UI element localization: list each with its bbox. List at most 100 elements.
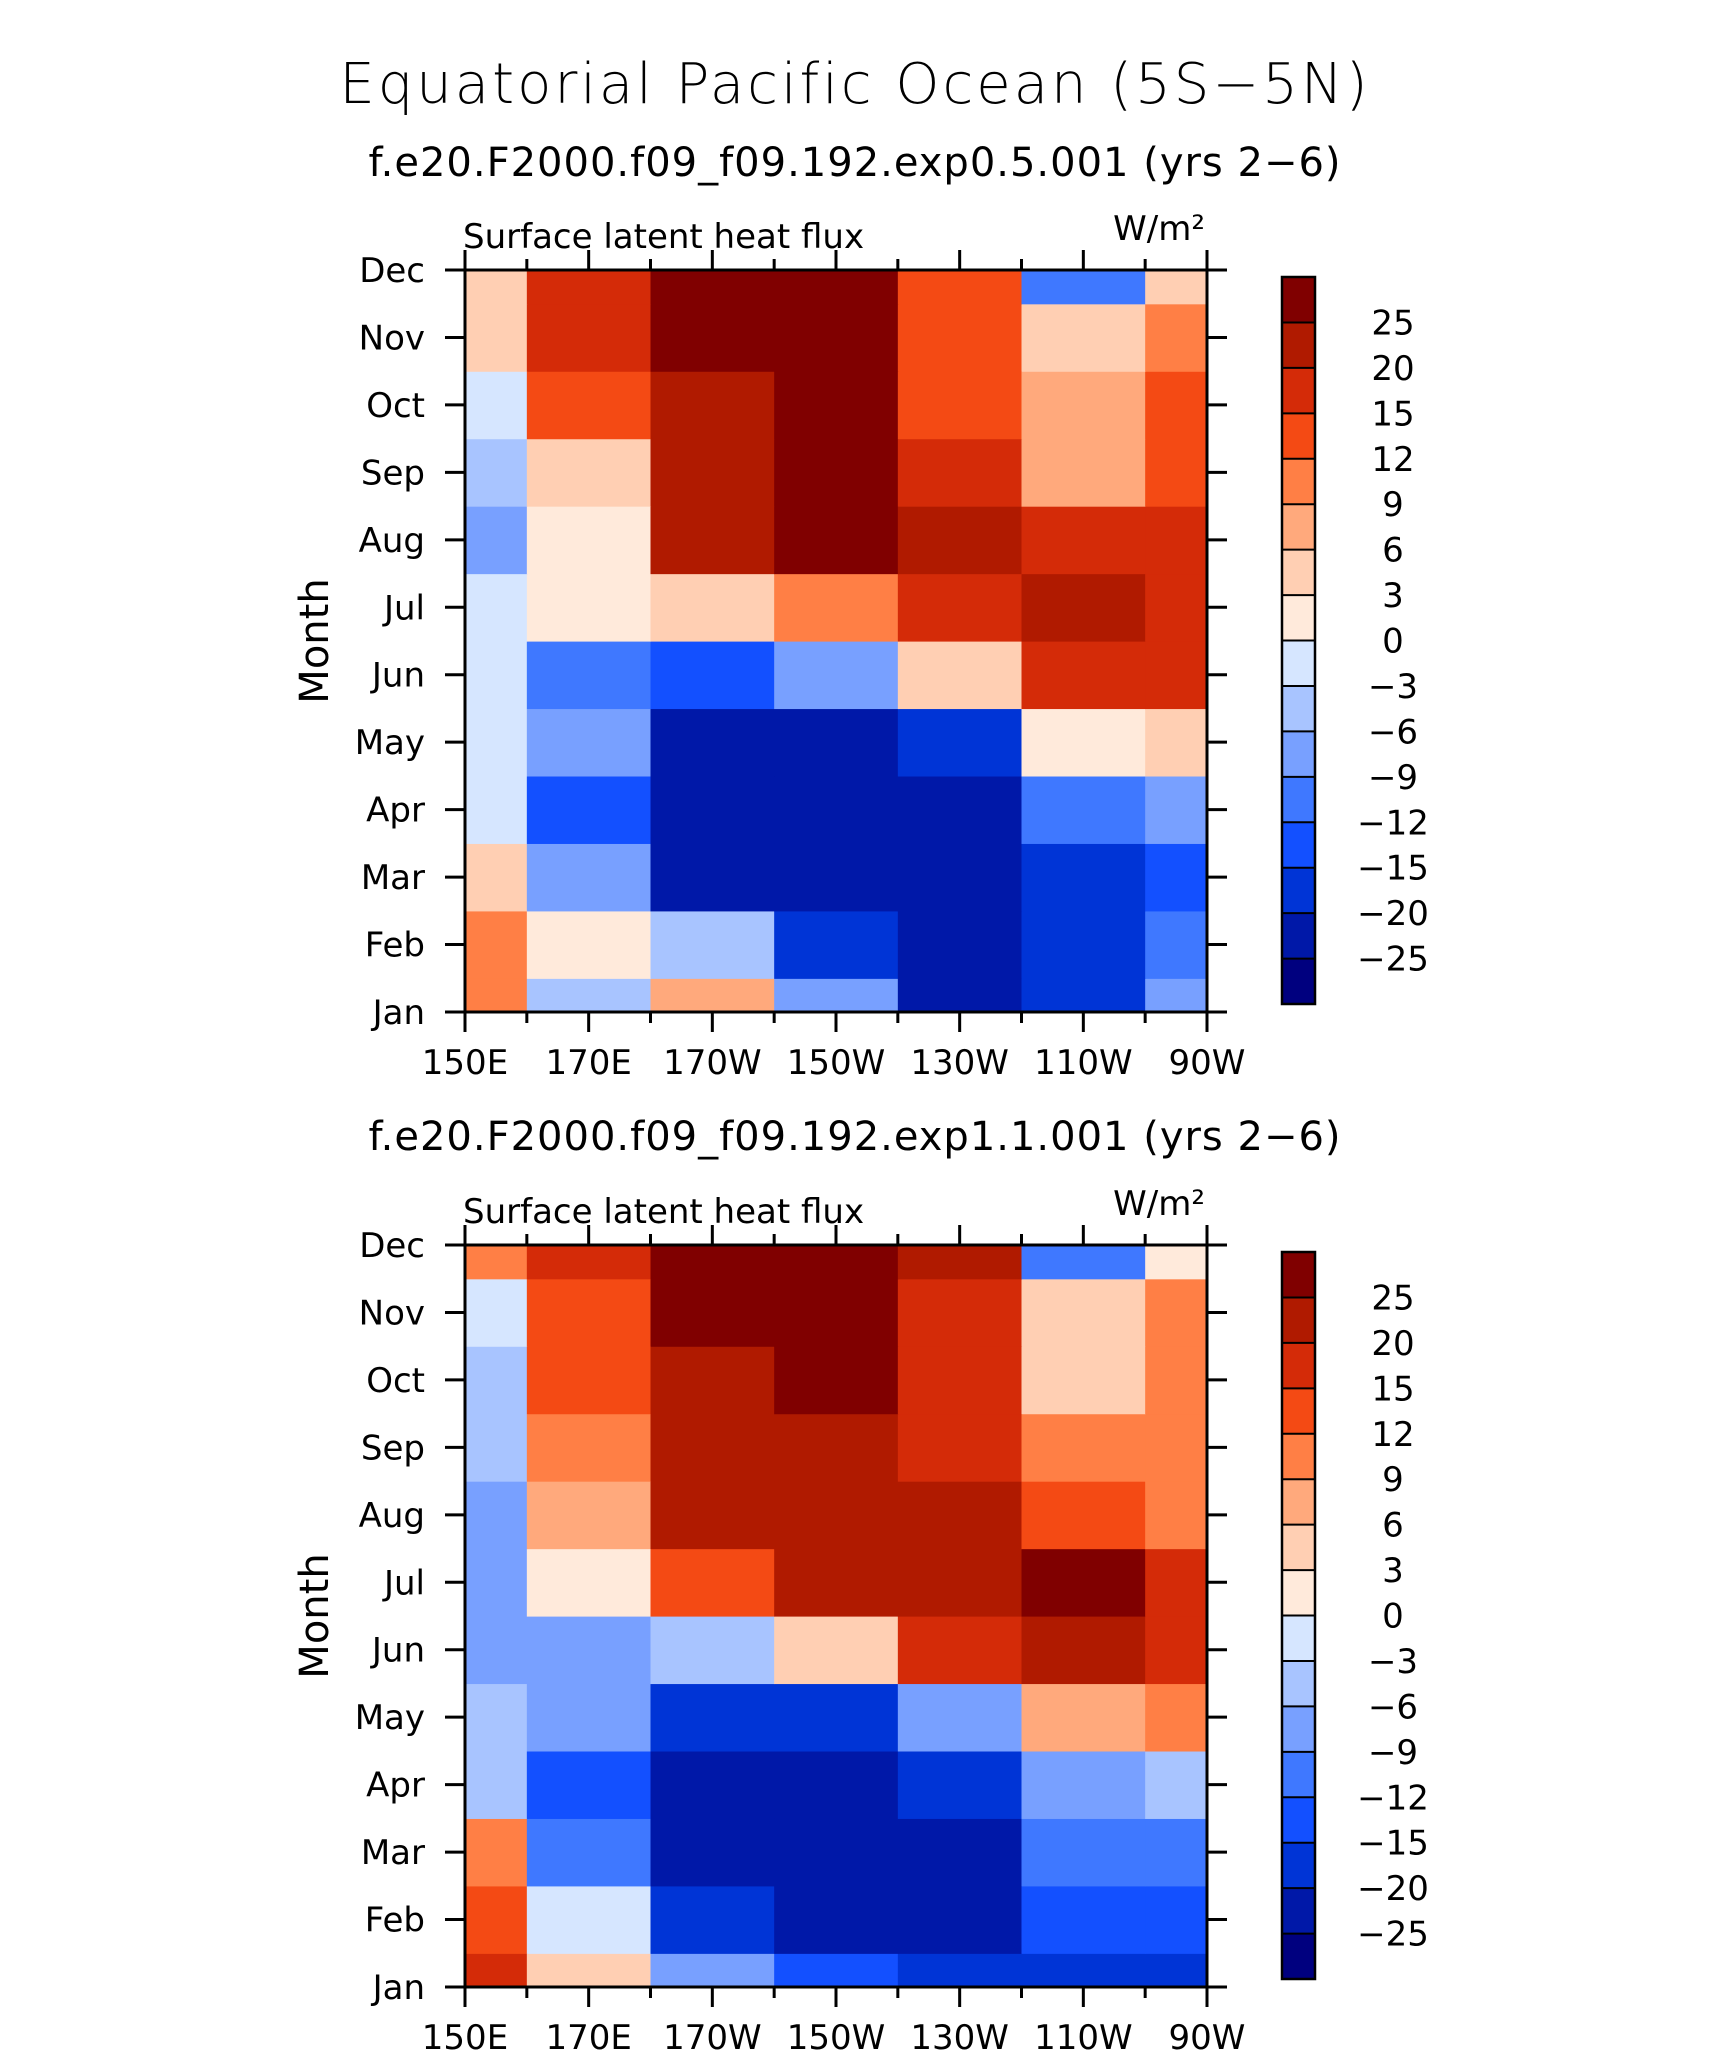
heatmap-cell	[774, 1548, 899, 1617]
heatmap-cell	[897, 641, 1023, 710]
x-tick-label: 130W	[910, 1043, 1009, 1083]
x-tick-label: 90W	[1169, 1043, 1246, 1083]
heatmap-cell	[465, 1953, 528, 1987]
heatmap-cell	[774, 1346, 899, 1415]
heatmap-cell	[1021, 371, 1146, 440]
heatmap-cell	[1021, 1413, 1146, 1482]
panel-1: 150E 170E 170W 150W 130W 110W 90W Jan Feb Mar Apr M…	[292, 209, 1429, 1083]
heatmap-cell	[897, 1750, 1023, 1819]
colorbar-label: 6	[1382, 1506, 1404, 1546]
heatmap-cell	[774, 1818, 899, 1887]
colorbar-label: 15	[1371, 394, 1414, 434]
heatmap-cell	[526, 270, 652, 305]
colorbar-box	[1282, 776, 1315, 823]
heatmap-cell	[526, 910, 652, 979]
heatmap-cell	[897, 843, 1023, 912]
heatmap-cell	[774, 708, 899, 777]
heatmap-cell	[465, 1683, 528, 1752]
colorbar-box	[1282, 277, 1315, 323]
colorbar-box	[1282, 958, 1315, 1005]
heatmap-cell	[650, 708, 775, 777]
heatmap-cell	[1021, 506, 1146, 575]
y-tick-label: Jun	[370, 656, 425, 696]
heatmap-cell	[650, 270, 775, 305]
heatmap-cell	[1145, 843, 1207, 912]
heatmap-cell	[650, 438, 775, 507]
colorbar-box	[1282, 1524, 1315, 1571]
variable-label: Surface latent heat flux	[463, 1192, 864, 1232]
heatmap-cell	[1021, 1953, 1146, 1987]
heatmap-cell	[465, 438, 528, 507]
y-tick-label: Jan	[371, 993, 425, 1033]
x-tick-label: 150W	[787, 2018, 886, 2058]
heatmap-cell	[1145, 1346, 1207, 1415]
heatmap-cell	[650, 1481, 775, 1550]
heatmap-cell	[1021, 775, 1146, 844]
heatmap-cell	[1021, 1245, 1146, 1280]
colorbar-box	[1282, 1933, 1315, 1980]
colorbar-label: −20	[1357, 1869, 1429, 1909]
heatmap-cell	[465, 573, 528, 642]
colorbar-box	[1282, 1342, 1315, 1389]
colorbar-box	[1282, 1388, 1315, 1435]
colorbar-box	[1282, 1433, 1315, 1480]
colorbar-label: −3	[1368, 667, 1418, 707]
colorbar: −25 −20 −15 −12 −9 −6 −3 0 3 6 9 12 15 20 25	[1280, 275, 1429, 1006]
colorbar-box	[1282, 640, 1315, 687]
heatmap-cell	[897, 1885, 1023, 1954]
y-tick-label: May	[355, 1698, 425, 1738]
colorbar: −25 −20 −15 −12 −9 −6 −3 0 3 6 9 12 15 20 25	[1280, 1250, 1429, 1981]
heatmap-cell	[897, 1346, 1023, 1415]
heatmap-cell	[650, 1413, 775, 1482]
heatmap-cell	[650, 641, 775, 710]
colorbar-box	[1282, 822, 1315, 869]
heatmap-cell	[465, 910, 528, 979]
heatmap-cell	[1021, 1346, 1146, 1415]
heatmap-cell	[526, 1750, 652, 1819]
heatmap-cell	[465, 1481, 528, 1550]
colorbar-box	[1282, 549, 1315, 596]
y-tick-label: Jul	[382, 1563, 425, 1603]
heatmap-cell	[465, 506, 528, 575]
heatmap-cell	[1021, 270, 1146, 305]
heatmap-cell	[1021, 1548, 1146, 1617]
heatmap-cell	[1021, 708, 1146, 777]
colorbar-label: 0	[1382, 622, 1404, 662]
colorbar-label: 12	[1371, 440, 1414, 480]
x-tick-label: 150E	[422, 2018, 508, 2058]
heatmap-cell	[650, 371, 775, 440]
heatmap-cell	[1021, 910, 1146, 979]
heatmap-cell	[774, 1953, 899, 1987]
colorbar-label: −15	[1357, 1824, 1429, 1864]
y-tick-label: Mar	[361, 1833, 425, 1873]
y-tick-label: Dec	[359, 1226, 425, 1266]
heatmap-cell	[526, 775, 652, 844]
heatmap-cell	[526, 1245, 652, 1280]
heatmap-cell	[1145, 1885, 1207, 1954]
colorbar-label: −20	[1357, 894, 1429, 934]
heatmap-cell	[1145, 438, 1207, 507]
colorbar-box	[1282, 1842, 1315, 1889]
heatmap-cell	[774, 1616, 899, 1685]
heatmap-cell	[465, 978, 528, 1012]
colorbar-box	[1282, 504, 1315, 551]
heatmap-cell	[465, 641, 528, 710]
colorbar-box	[1282, 913, 1315, 960]
heatmap-cell	[465, 1346, 528, 1415]
heatmap-cell	[1021, 641, 1146, 710]
heatmap-cell	[774, 506, 899, 575]
heatmap-cell	[1021, 1885, 1146, 1954]
heatmap-cell	[1145, 910, 1207, 979]
y-tick-label: Jan	[371, 1968, 425, 2008]
heatmap-cell	[465, 270, 528, 305]
colorbar-label: −12	[1357, 803, 1429, 843]
y-tick-label: Oct	[366, 386, 425, 426]
heatmap-cell	[526, 506, 652, 575]
heatmap-cell	[1145, 1683, 1207, 1752]
colorbar-box	[1282, 685, 1315, 732]
y-tick-label: Aug	[359, 521, 425, 561]
panel-2: 150E 170E 170W 150W 130W 110W 90W Jan Feb Mar Apr M…	[292, 1184, 1429, 2058]
units-label: W/m²	[1113, 1184, 1205, 1224]
colorbar-label: 20	[1371, 349, 1414, 389]
